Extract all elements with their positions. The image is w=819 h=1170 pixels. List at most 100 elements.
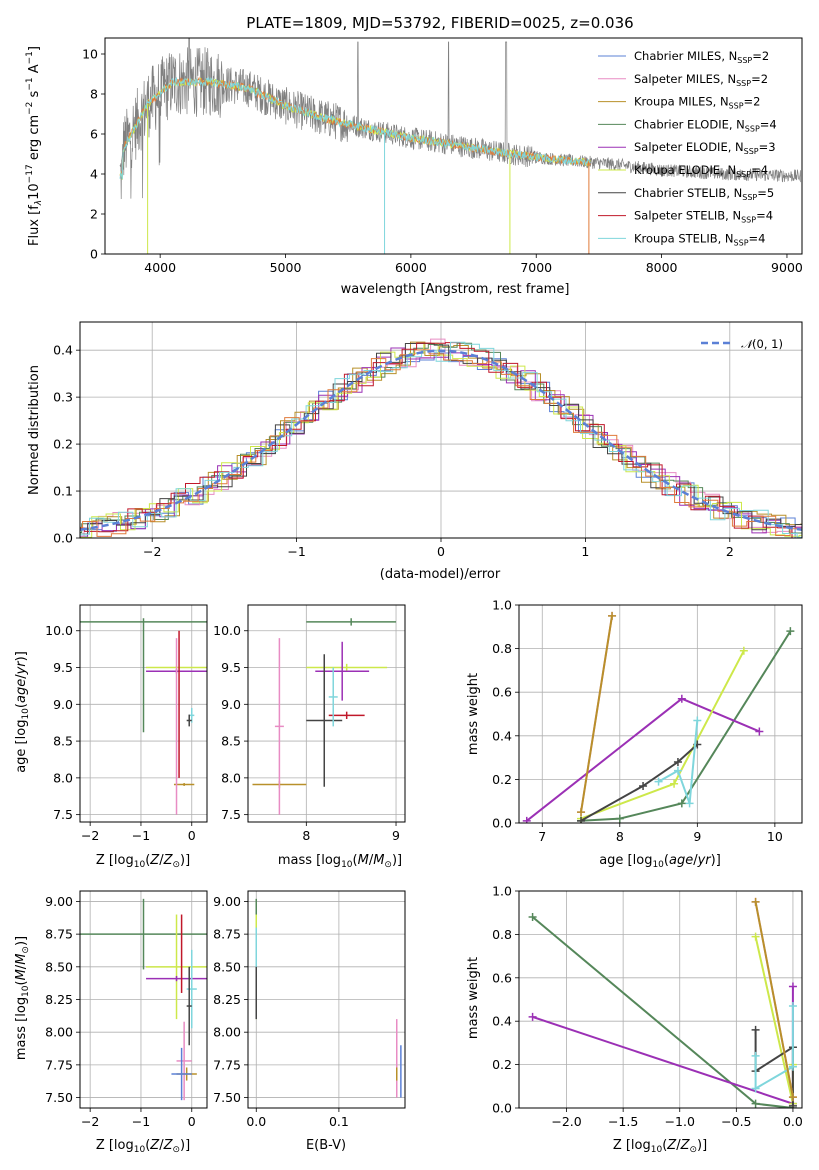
y-tick-label: 9.5	[53, 660, 73, 675]
mass-weight-series	[526, 697, 760, 822]
legend-entry: Chabrier ELODIE, NSSP=4	[634, 117, 777, 133]
point-marker	[608, 611, 617, 620]
point-marker	[751, 1051, 760, 1060]
y-tick-label: 9.0	[53, 697, 73, 712]
plot-area	[80, 618, 207, 815]
y-tick-label: 8.00	[213, 1025, 241, 1040]
x-tick-label: 0	[188, 1114, 196, 1129]
mass-weight-series	[580, 650, 745, 820]
y-tick-label: 0.0	[492, 816, 512, 831]
panel-spectrum: 4000 5000 6000 7000 8000 9000 0 2 4 6 8 10 wavelengt…	[25, 37, 803, 297]
y-tick-label: 0.2	[53, 437, 73, 452]
x-tick-label: −2	[143, 544, 161, 559]
point-marker	[677, 694, 686, 703]
y-tick-label: 0.4	[492, 1014, 512, 1029]
point-marker	[654, 777, 663, 786]
y-tick-label: 8.5	[221, 734, 241, 749]
mass-weight-series	[658, 720, 699, 804]
y-tick-label: 4	[90, 167, 98, 182]
mass-weight-series	[532, 986, 794, 1106]
y-tick-label: 7.50	[45, 1090, 73, 1105]
legend: Chabrier MILES, NSSP=2 Salpeter MILES, NS…	[598, 49, 777, 247]
y-axis-label: mass weight	[466, 673, 481, 755]
y-tick-label: 0.4	[53, 343, 73, 358]
residual-histogram	[80, 347, 802, 538]
mass-weight-series	[580, 615, 613, 813]
point-marker	[639, 781, 648, 790]
y-axis-label: mass weight	[466, 957, 481, 1039]
point-marker	[788, 1002, 797, 1011]
plot-area	[119, 38, 802, 254]
point-marker	[577, 816, 586, 823]
mass-weight-series	[531, 916, 794, 1108]
panel-age_vs_Z: −2 −1 0 7.5 8.0 8.5 9.0 9.5 10.0 Z [log10(Z/Z⊙)] a…	[14, 604, 208, 870]
x-tick-label: −2.0	[551, 1114, 581, 1129]
y-tick-label: 8.50	[45, 959, 73, 974]
y-tick-label: 8.75	[213, 927, 241, 942]
x-tick-label: −2	[81, 828, 99, 843]
x-tick-label: 10	[767, 829, 783, 844]
mass-weight-series	[754, 1006, 794, 1091]
mass-weight-series	[754, 1029, 794, 1106]
point-marker	[786, 627, 795, 636]
x-tick-label: −0.5	[721, 1114, 751, 1129]
point-marker	[677, 799, 686, 808]
y-tick-label: 0.6	[492, 970, 512, 985]
x-tick-label: 0.1	[329, 1114, 349, 1129]
x-axis-label: (data-model)/error	[380, 567, 501, 582]
x-tick-label: 8	[302, 828, 310, 843]
x-tick-label: 0.0	[246, 1114, 266, 1129]
x-tick-label: 2	[726, 544, 734, 559]
plot-area	[528, 897, 797, 1108]
axes-frame	[518, 604, 803, 824]
point-marker	[788, 1101, 797, 1108]
legend-entry: Salpeter ELODIE, NSSP=3	[634, 140, 776, 156]
x-tick-label: −1.5	[608, 1114, 638, 1129]
legend-entry: Kroupa STELIB, NSSP=4	[634, 231, 765, 247]
x-axis-label: mass [log10(M/M⊙)]	[278, 853, 402, 870]
point-marker	[577, 808, 586, 817]
y-tick-label: 8.5	[53, 734, 73, 749]
x-axis-label: Z [log10(Z/Z⊙)]	[613, 1138, 707, 1155]
y-tick-label: 8	[90, 87, 98, 102]
point-marker	[685, 799, 694, 808]
y-tick-label: 8.75	[45, 927, 73, 942]
point-marker	[751, 932, 760, 941]
x-tick-label: −1	[287, 544, 305, 559]
y-tick-label: 1.0	[492, 884, 512, 899]
y-tick-label: 10.0	[45, 623, 73, 638]
point-marker	[751, 1084, 760, 1093]
gaussian-curve	[80, 349, 802, 532]
panel-mass_vs_Z: −2 −1 0 7.50 7.75 8.00 8.25 8.50 8.75 9.00 Z [log1…	[14, 890, 208, 1155]
y-tick-label: 0.2	[492, 772, 512, 787]
x-tick-label: 0	[188, 828, 196, 843]
plot-area	[80, 338, 802, 538]
x-tick-label: 0.0	[783, 1114, 803, 1129]
y-tick-label: 2	[90, 207, 98, 222]
grid	[248, 891, 405, 1108]
y-tick-label: 0.3	[53, 390, 73, 405]
panel-age_vs_mass: 8 9 7.5 8.0 8.5 9.0 9.5 10.0 mass [log10(M/M⊙)]	[213, 604, 406, 870]
y-tick-label: 1.0	[492, 598, 512, 613]
x-tick-label: 7	[538, 829, 546, 844]
point-marker	[751, 1099, 760, 1108]
mass-weight-series	[580, 743, 698, 822]
y-tick-label: 7.75	[213, 1057, 241, 1072]
y-tick-label: 10	[82, 47, 98, 62]
point-marker	[788, 982, 797, 991]
point-marker	[670, 779, 679, 788]
y-tick-label: 7.5	[53, 807, 73, 822]
figure-title: PLATE=1809, MJD=53792, FIBERID=0025, z=0…	[246, 14, 633, 32]
point-marker	[615, 814, 624, 823]
point-marker	[528, 913, 537, 922]
x-tick-label: −2	[81, 1114, 99, 1129]
x-tick-label: 9	[693, 829, 701, 844]
axes-frame	[79, 604, 208, 823]
model-spectrum-line	[119, 76, 591, 178]
x-tick-label: 8	[616, 829, 624, 844]
y-axis-label: Flux [fλ10−17 erg cm−2 s−1 A−1]	[25, 46, 44, 246]
y-tick-label: 0.4	[492, 728, 512, 743]
legend-entry: Kroupa ELODIE, NSSP=4	[634, 163, 768, 179]
x-axis-label: Z [log10(Z/Z⊙)]	[96, 853, 190, 870]
